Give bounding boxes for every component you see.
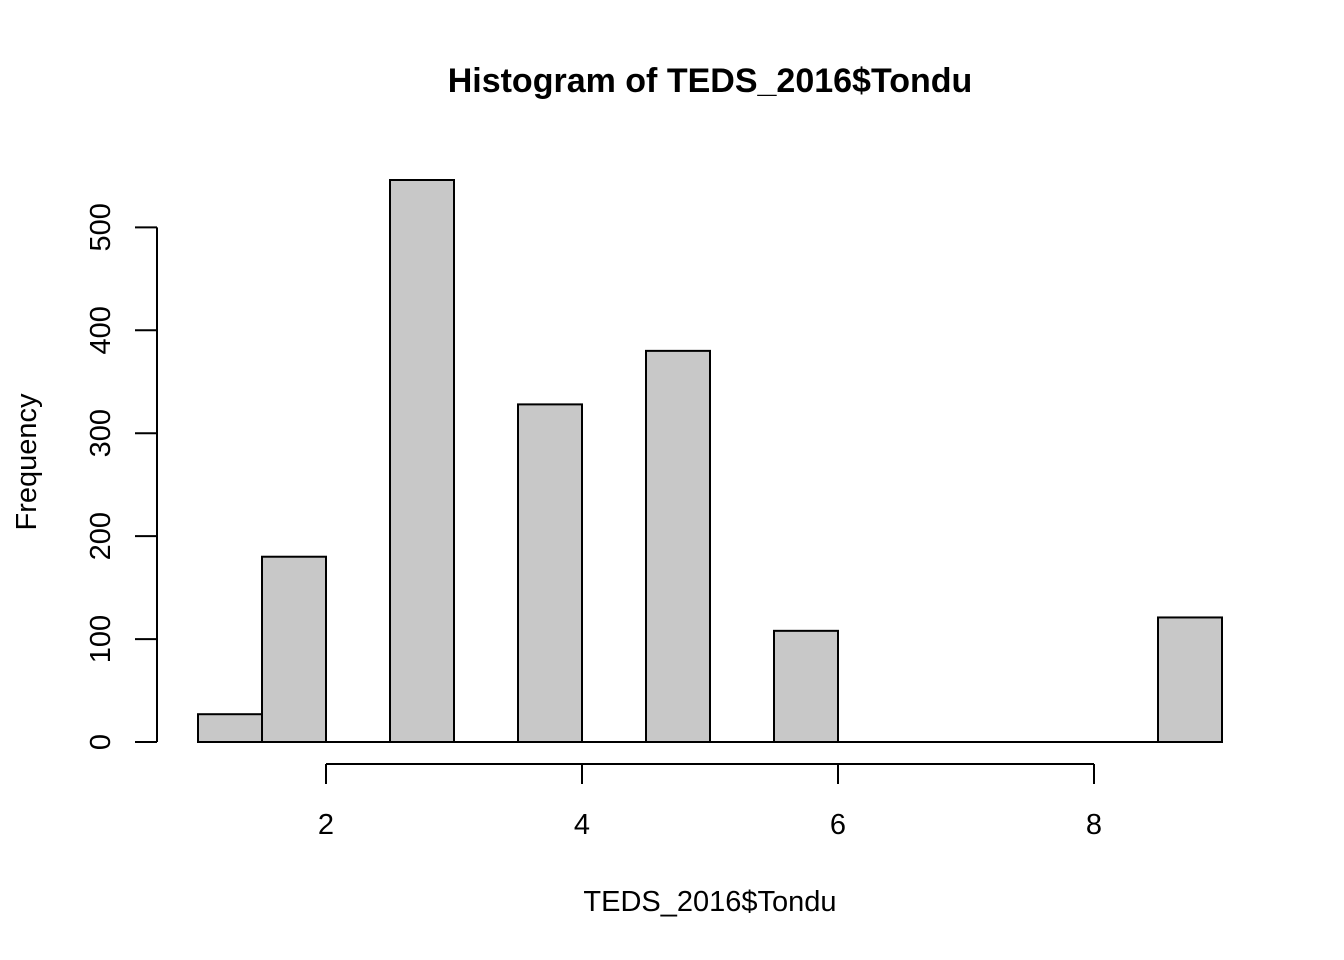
x-tick-label-4: 4	[574, 809, 590, 841]
histogram-bar-9	[773, 629, 839, 743]
bars-group	[197, 179, 1223, 744]
histogram-bar-3	[389, 179, 455, 743]
chart-title: Histogram of TEDS_2016$Tondu	[448, 62, 973, 100]
x-tick-label-2: 2	[318, 809, 334, 841]
y-tick-label-100: 100	[85, 615, 117, 663]
x-axis: 2 4 6 8	[318, 763, 1102, 841]
y-tick-label-500: 500	[85, 203, 117, 251]
histogram-bar-0	[197, 713, 263, 744]
y-tick-label-300: 300	[85, 409, 117, 457]
y-axis: 0 100 200 300 400 500	[85, 203, 158, 750]
y-tick-label-200: 200	[85, 512, 117, 560]
y-axis-label: Frequency	[11, 393, 43, 531]
histogram-bar-5	[517, 403, 583, 743]
y-tick-label-400: 400	[85, 306, 117, 354]
x-tick-label-8: 8	[1086, 809, 1102, 841]
x-axis-label: TEDS_2016$Tondu	[583, 886, 836, 918]
histogram-bar-1	[261, 555, 327, 743]
y-tick-label-0: 0	[85, 734, 117, 750]
x-tick-label-6: 6	[830, 809, 846, 841]
histogram-bar-15	[1157, 616, 1223, 744]
histogram-bar-7	[645, 349, 711, 743]
